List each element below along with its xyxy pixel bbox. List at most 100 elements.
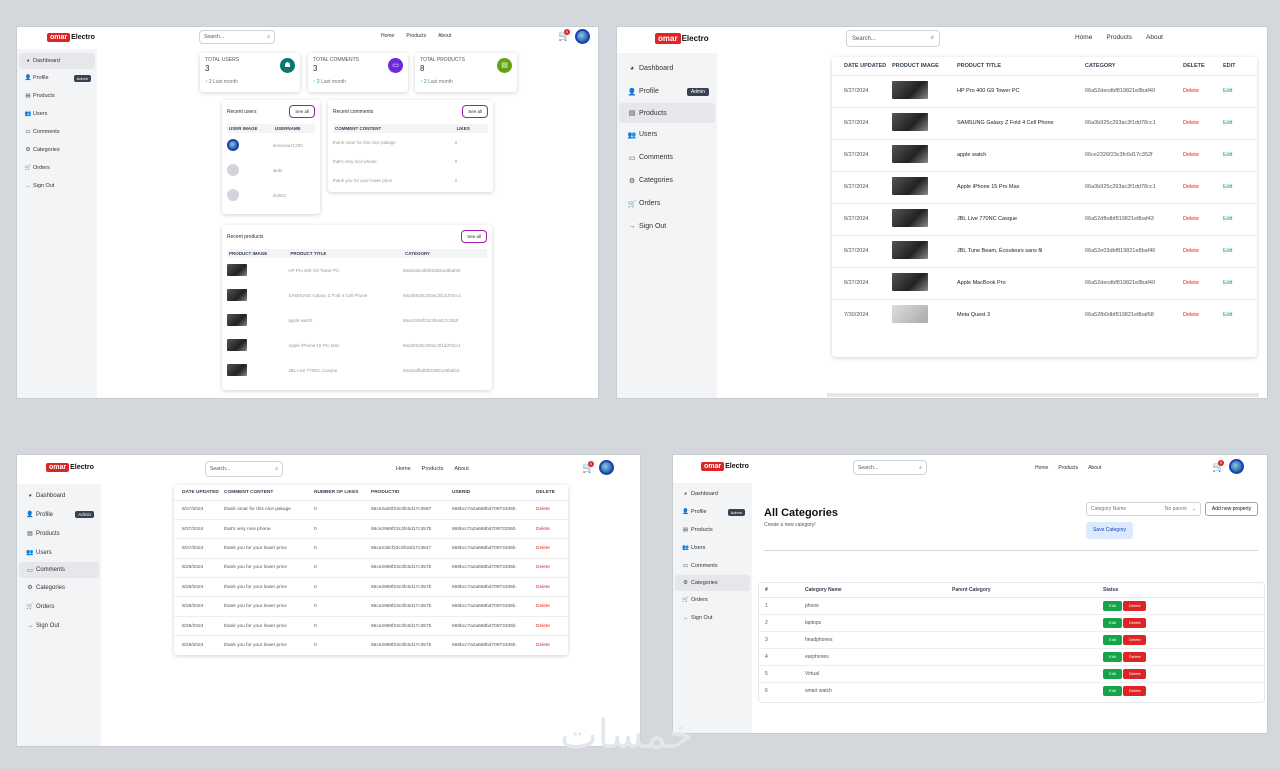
see-all-button[interactable]: See all — [462, 105, 488, 118]
table-row[interactable]: dsi621 — [227, 183, 315, 208]
sidebar-item-comments[interactable]: ▭ Comments — [19, 123, 95, 141]
sidebar-item-products[interactable]: ▤ Products — [19, 87, 95, 105]
avatar[interactable] — [1229, 459, 1244, 474]
sidebar-item-users[interactable]: 👥 Users — [19, 105, 95, 123]
delete-button[interactable]: Delete — [1183, 184, 1199, 190]
horizontal-scrollbar[interactable] — [827, 393, 1259, 397]
delete-button[interactable]: Delete — [1183, 312, 1199, 319]
sidebar-item-dashboard[interactable]: ◕ Dashboard — [19, 486, 99, 505]
delete-button[interactable]: Delete — [1183, 120, 1199, 126]
delete-button[interactable]: Delete — [1123, 651, 1147, 662]
table-row[interactable]: 8/29/2024 thank you for your lower price 0… — [174, 578, 568, 597]
sidebar-item-dashboard[interactable]: ◕ Dashboard — [19, 53, 95, 69]
edit-button[interactable]: Edit — [1103, 651, 1122, 662]
table-row[interactable]: 5 Virtual Edit Delete — [759, 665, 1264, 682]
delete-button[interactable]: Delete — [1183, 280, 1199, 286]
edit-button[interactable]: Edit — [1103, 668, 1122, 679]
table-row[interactable]: thank you for your lower price 0 — [333, 171, 488, 190]
sidebar-item-profile[interactable]: 👤 Profile Admin — [619, 80, 715, 103]
delete-button[interactable]: Delete — [536, 604, 550, 610]
avatar[interactable] — [575, 29, 590, 44]
delete-button[interactable]: Delete — [1123, 617, 1147, 628]
nav-home[interactable]: Home — [396, 466, 411, 472]
table-row[interactable]: 1 phone Edit Delete — [759, 597, 1264, 614]
category-name-input[interactable]: Category Name No parent ⌄ — [1086, 502, 1201, 516]
edit-button[interactable]: Edit — [1223, 280, 1233, 286]
sidebar-item-categories[interactable]: ⚙ Categories — [619, 169, 715, 192]
sidebar-item-comments[interactable]: ▭ Comments — [675, 557, 750, 575]
edit-button[interactable]: Edit — [1223, 248, 1233, 254]
nav-about[interactable]: About — [1088, 465, 1102, 471]
sidebar-item-profile[interactable]: 👤 Profile Admin — [19, 69, 95, 87]
delete-button[interactable]: Delete — [536, 545, 550, 551]
table-row[interactable]: 8/27/2024 that's very nice phone 0 66ce2969… — [174, 519, 568, 539]
brand-logo[interactable]: omar Electro — [701, 462, 749, 471]
search-input[interactable]: Search... ⌕ — [846, 30, 940, 47]
table-row[interactable]: 2 laptops Edit Delete — [759, 614, 1264, 631]
table-row[interactable]: HP Pro 400 G9 Tower PC 66a52decdbf819821e… — [227, 258, 487, 283]
sidebar-item-products[interactable]: ▤ Products — [675, 521, 750, 539]
table-row[interactable]: 8/29/2024 thank you for your lower price 0… — [174, 636, 568, 655]
sidebar-item-products[interactable]: ▤ Products — [19, 524, 99, 543]
sidebar-item-signout[interactable]: → Sign Out — [619, 215, 715, 238]
edit-button[interactable]: Edit — [1103, 634, 1122, 645]
table-row[interactable]: JBL Live 770NC Casque 66a52dfbdbf819821e8… — [227, 358, 487, 383]
search-icon[interactable]: ⌕ — [919, 464, 922, 471]
save-category-button[interactable]: Save Category — [1086, 522, 1133, 539]
table-row[interactable]: 4 earphones Edit Delete — [759, 648, 1264, 665]
delete-button[interactable]: Delete — [536, 507, 550, 513]
search-icon[interactable]: ⌕ — [267, 34, 270, 40]
brand-logo[interactable]: omar Electro — [655, 33, 709, 44]
search-input[interactable]: Search... ⌕ — [205, 461, 283, 477]
table-row[interactable]: desaroui41200 — [227, 133, 315, 158]
table-row[interactable]: that's very nice phone 0 — [333, 152, 488, 171]
delete-button[interactable]: Delete — [1123, 634, 1147, 645]
edit-button[interactable]: Edit — [1223, 88, 1233, 94]
sidebar-item-dashboard[interactable]: ◕ Dashboard — [675, 485, 750, 503]
nav-products[interactable]: Products — [1058, 465, 1079, 471]
table-row[interactable]: apple watch 66ce2326f23c3fc6d17c352f — [227, 308, 487, 333]
sidebar-item-orders[interactable]: 🛒 Orders — [19, 159, 95, 177]
table-row[interactable]: ianbi — [227, 158, 315, 183]
table-row[interactable]: 8/27/2024 Apple iPhone 15 Pro Max 66a3b925… — [832, 171, 1257, 203]
nav-products[interactable]: Products — [421, 466, 444, 472]
edit-button[interactable]: Edit — [1223, 152, 1233, 158]
sidebar-item-signout[interactable]: → Sign Out — [675, 609, 750, 627]
sidebar-item-comments[interactable]: ▭ Comments — [619, 146, 715, 169]
table-row[interactable]: 8/27/2024 thank omar for this nice pakage… — [174, 500, 568, 520]
table-row[interactable]: 8/27/2024 SAMSUNG Galaxy Z Fold 4 Cell Ph… — [832, 107, 1257, 139]
sidebar-item-categories[interactable]: ⚙ Categories — [19, 141, 95, 159]
sidebar-item-signout[interactable]: → Sign Out — [19, 616, 99, 635]
edit-button[interactable]: Edit — [1103, 685, 1122, 696]
sidebar-item-orders[interactable]: 🛒 Orders — [619, 192, 715, 215]
edit-button[interactable]: Edit — [1103, 617, 1122, 628]
sidebar-item-users[interactable]: 👥 Users — [19, 543, 99, 562]
table-row[interactable]: 8/27/2024 JBL Tune Beam, Écouteurs sans f… — [832, 235, 1257, 267]
sidebar-item-orders[interactable]: 🛒 Orders — [19, 597, 99, 616]
delete-button[interactable]: Delete — [536, 565, 550, 571]
table-row[interactable]: 8/29/2024 thank you for your lower price 0… — [174, 597, 568, 617]
sidebar-item-users[interactable]: 👥 Users — [675, 539, 750, 557]
delete-button[interactable]: Delete — [1123, 600, 1147, 611]
table-row[interactable]: 8/27/2024 thank you for your lower price 0… — [174, 539, 568, 559]
edit-button[interactable]: Edit — [1223, 184, 1233, 190]
delete-button[interactable]: Delete — [1123, 668, 1147, 679]
table-row[interactable]: 8/27/2024 apple watch 66ce2326f23c3fc6d17c… — [832, 139, 1257, 171]
delete-button[interactable]: Delete — [536, 584, 550, 590]
nav-about[interactable]: About — [454, 466, 469, 472]
table-row[interactable]: 8/27/2024 JBL Live 770NC Casque 66a52dfbdb… — [832, 203, 1257, 235]
delete-button[interactable]: Delete — [1123, 685, 1147, 696]
edit-button[interactable]: Edit — [1223, 312, 1233, 319]
sidebar-item-users[interactable]: 👥 Users — [619, 123, 715, 146]
brand-logo[interactable]: omar Electro — [46, 463, 94, 472]
cart-button[interactable]: 🛒 0 — [582, 461, 594, 474]
sidebar-item-profile[interactable]: 👤 Profile Admin — [19, 505, 99, 524]
table-row[interactable]: SAMSUNG Galaxy Z Fold 4 Cell Phone 66a3b9… — [227, 283, 487, 308]
edit-button[interactable]: Edit — [1103, 600, 1122, 611]
table-row[interactable]: thank omar for this nice pakage 0 — [333, 133, 488, 152]
table-row[interactable]: 8/27/2024 Apple MacBook Pro 66a52decdbf819… — [832, 267, 1257, 299]
table-row[interactable]: 7/30/2024 Meta Quest 3 66a52fb0dbf819821e8… — [832, 299, 1257, 331]
see-all-button[interactable]: See all — [289, 105, 315, 118]
parent-select[interactable]: No parent — [1164, 506, 1187, 512]
table-row[interactable]: 6 smart watch Edit Delete — [759, 682, 1264, 699]
